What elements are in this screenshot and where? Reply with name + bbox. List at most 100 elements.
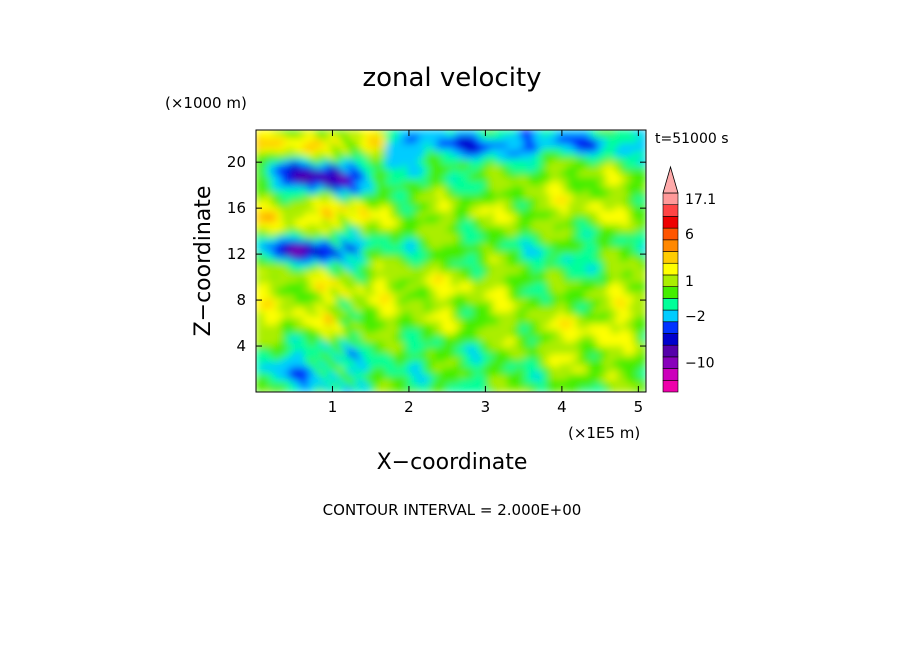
field-cell (602, 209, 608, 216)
field-cell (580, 222, 586, 228)
field-cell (619, 222, 625, 228)
field-cell (428, 197, 435, 203)
field-cell (467, 370, 474, 376)
field-cell (454, 315, 461, 321)
field-cell (415, 256, 422, 262)
field-cell (359, 188, 365, 194)
field-cell (307, 222, 313, 228)
field-cell (363, 357, 370, 363)
field-cell (619, 277, 625, 283)
field-cell (576, 285, 582, 292)
field-cell (433, 366, 439, 372)
field-cell (329, 243, 335, 249)
field-cell (420, 256, 426, 262)
field-cell (519, 247, 526, 254)
field-cell (467, 306, 474, 313)
field-cell (467, 290, 474, 296)
field-cell (502, 290, 508, 296)
field-cell (541, 370, 547, 376)
field-cell (563, 281, 569, 287)
field-cell (610, 188, 617, 194)
field-cell (376, 357, 383, 363)
field-cell (571, 374, 578, 380)
field-cell (623, 214, 630, 220)
field-cell (363, 332, 370, 338)
field-cell (515, 294, 521, 300)
field-cell (580, 298, 586, 304)
field-cell (563, 273, 569, 279)
field-cell (333, 298, 339, 304)
field-cell (415, 247, 422, 254)
field-cell (342, 387, 348, 392)
field-cell (623, 175, 630, 182)
field-cell (411, 256, 417, 262)
field-cell (333, 230, 339, 237)
field-cell (502, 311, 508, 317)
field-cell (307, 175, 313, 182)
field-cell (320, 383, 326, 389)
field-cell (493, 197, 500, 203)
field-cell (623, 252, 630, 258)
field-cell (610, 336, 617, 342)
field-cell (372, 378, 378, 385)
field-cell (589, 298, 595, 304)
field-cell (337, 298, 344, 304)
field-cell (511, 290, 517, 296)
field-cell (372, 180, 378, 186)
field-cell (576, 349, 582, 355)
field-cell (272, 353, 279, 359)
field-cell (472, 345, 478, 351)
field-cell (580, 290, 586, 296)
field-cell (368, 247, 374, 254)
field-cell (424, 201, 430, 207)
field-cell (437, 302, 443, 308)
field-cell (342, 285, 348, 292)
field-cell (372, 383, 378, 389)
field-cell (290, 273, 296, 279)
field-cell (441, 239, 448, 245)
field-cell (602, 332, 608, 338)
field-cell (437, 184, 443, 190)
field-cell (580, 302, 586, 308)
field-cell (454, 201, 461, 207)
field-cell (528, 285, 534, 292)
field-cell (281, 281, 287, 287)
field-cell (428, 277, 435, 283)
field-cell (359, 214, 365, 220)
field-cell (576, 252, 582, 258)
field-cell (324, 159, 331, 165)
field-cell (628, 387, 634, 392)
field-cell (433, 315, 439, 321)
field-cell (632, 201, 638, 207)
field-cell (511, 340, 517, 347)
field-cell (558, 281, 565, 287)
field-cell (545, 340, 552, 347)
field-cell (489, 298, 495, 304)
field-cell (346, 239, 352, 245)
field-cell (294, 298, 300, 304)
field-cell (316, 218, 322, 224)
field-cell (541, 357, 547, 363)
field-cell (350, 290, 357, 296)
field-cell (316, 311, 322, 317)
field-cell (402, 336, 409, 342)
field-cell (454, 311, 461, 317)
field-cell (389, 218, 396, 224)
field-cell (485, 243, 491, 249)
field-cell (554, 180, 560, 186)
field-cell (511, 226, 517, 232)
field-cell (584, 366, 591, 372)
field-cell (459, 201, 465, 207)
field-cell (311, 290, 318, 296)
field-cell (563, 260, 569, 266)
field-cell (571, 340, 578, 347)
field-cell (463, 332, 469, 338)
field-cell (264, 383, 270, 389)
field-cell (424, 315, 430, 321)
field-cell (567, 336, 573, 342)
field-cell (346, 302, 352, 308)
field-cell (307, 319, 313, 325)
field-cell (545, 353, 552, 359)
field-cell (277, 256, 283, 262)
field-cell (368, 184, 374, 190)
